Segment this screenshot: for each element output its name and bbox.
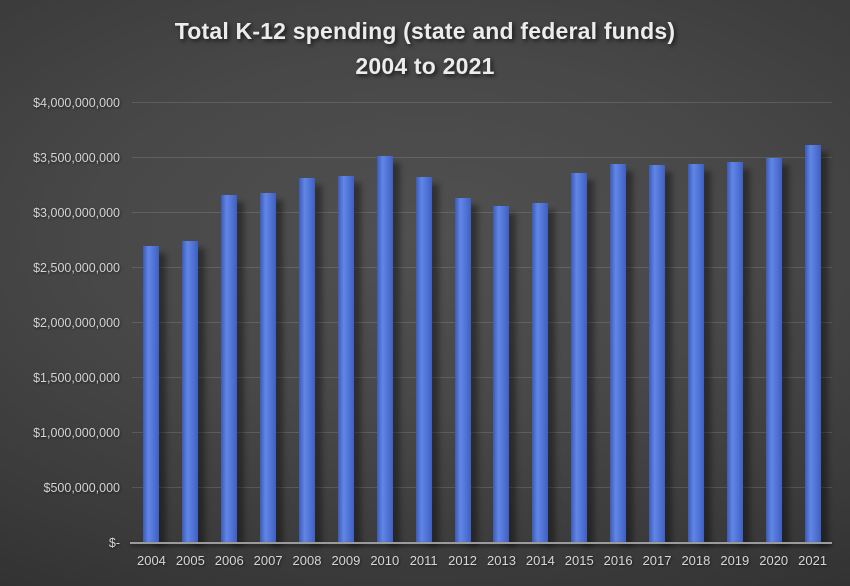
y-axis-label: $4,000,000,000 [33,96,120,110]
bar-slot [249,103,288,543]
bar-slot [793,103,832,543]
y-axis-label: $1,000,000,000 [33,426,120,440]
bar-slot [560,103,599,543]
x-axis-label-2021: 2021 [798,553,828,568]
gridline [132,267,832,268]
bar-2012 [454,197,471,543]
gridline [132,157,832,158]
gridline [132,102,832,103]
x-axis-line [130,542,832,544]
bar-2014 [532,203,549,543]
bar-2021 [804,144,821,543]
x-axis-label-2018: 2018 [681,553,711,568]
bar-slot [599,103,638,543]
bar-2010 [376,155,393,543]
x-axis-labels: 2004 2005 2006 2007 2008 2009 2010 2011 2012 2013… [132,552,832,570]
gridline [132,377,832,378]
gridline [132,212,832,213]
plot-area [132,102,832,543]
gridline [132,432,832,433]
bar-slot [365,103,404,543]
x-axis-label-2009: 2009 [331,553,361,568]
bar-2020 [765,158,782,543]
bar-2019 [726,162,743,543]
x-axis-label-2010: 2010 [370,553,400,568]
bar-2008 [299,177,315,543]
bar-slot [132,103,171,543]
x-axis-label-2013: 2013 [487,553,516,568]
x-axis-label-2015: 2015 [564,553,594,568]
x-axis-label-2019: 2019 [720,553,750,568]
bar-2015 [571,173,588,543]
y-axis-label: $3,000,000,000 [33,206,120,220]
bar-slot [443,103,482,543]
bar-2011 [415,176,432,543]
x-axis-label-2007: 2007 [253,553,283,568]
bar-slot [521,103,560,543]
bar-2007 [260,193,277,543]
x-axis-label-2005: 2005 [175,553,205,568]
x-axis-label-2011: 2011 [409,553,438,568]
x-axis-label-2020: 2020 [759,553,789,568]
chart-title-block: Total K-12 spending (state and federal f… [0,14,850,84]
bar-2013 [493,206,510,543]
gridline [132,322,832,323]
bar-slot [288,103,327,543]
y-axis-label: $500,000,000 [43,481,120,495]
bar-2018 [687,163,704,543]
bar-slot [210,103,249,543]
y-axis-label: $2,500,000,000 [33,261,120,275]
bar-2017 [649,164,666,543]
bar-slot [326,103,365,543]
y-axis-label: $- [108,536,120,550]
x-axis-label-2008: 2008 [292,553,322,568]
bar-2016 [610,163,627,543]
x-axis-label-2006: 2006 [214,553,244,568]
bar-slot [715,103,754,543]
bar-slot [754,103,793,543]
y-axis-label: $1,500,000,000 [33,371,120,385]
x-axis-label-2004: 2004 [136,553,166,568]
gridline [132,487,832,488]
bar-slot [404,103,443,543]
bar-2006 [221,195,238,543]
bar-slot [676,103,715,543]
y-axis-label: $2,000,000,000 [33,316,120,330]
bar-2005 [182,240,199,543]
bar-slot [638,103,677,543]
x-axis-label-2014: 2014 [525,553,555,568]
x-axis-label-2017: 2017 [642,553,672,568]
chart-title: Total K-12 spending (state and federal f… [174,18,676,44]
bar-2009 [337,175,354,543]
y-axis-labels: $- $500,000,000 $1,000,000,000 $1,500,000,0… [0,96,120,550]
bar-slot [482,103,521,543]
y-axis-label: $3,500,000,000 [33,151,120,165]
x-axis-label-2016: 2016 [603,553,633,568]
bar-slot [171,103,210,543]
bar-2004 [143,246,160,543]
x-axis-label-2012: 2012 [448,553,478,568]
chart-subtitle: 2004 to 2021 [355,53,495,79]
bars [132,103,832,543]
